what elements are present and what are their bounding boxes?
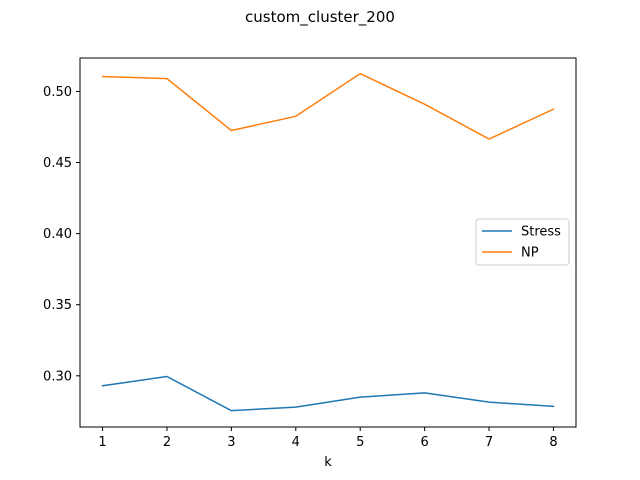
x-tick-label: 3: [227, 435, 235, 450]
y-tick-label: 0.35: [43, 298, 72, 313]
axis-ticks: 1 2 3 4 5 6 7 8 0.30 0.35 0.40 0.45 0.50: [43, 85, 558, 450]
x-axis-label: k: [324, 455, 332, 470]
y-tick-label: 0.45: [43, 156, 72, 171]
y-tick-label: 0.40: [43, 227, 72, 242]
x-tick-label: 4: [292, 435, 300, 450]
x-tick-label: 2: [163, 435, 171, 450]
plot-area: [101, 72, 555, 412]
legend-label-stress: Stress: [521, 225, 561, 240]
x-tick-label: 6: [420, 435, 428, 450]
x-tick-label: 7: [485, 435, 493, 450]
y-tick-label: 0.50: [43, 85, 72, 100]
x-tick-label: 8: [549, 435, 557, 450]
axes-frame: [79, 57, 577, 428]
y-tick-label: 0.30: [43, 369, 72, 384]
x-tick-label: 5: [356, 435, 364, 450]
series-line-stress: [101, 375, 555, 412]
legend: Stress NP: [475, 218, 570, 266]
x-tick-label: 1: [98, 435, 106, 450]
series-line-np: [101, 72, 555, 140]
legend-label-np: NP: [521, 246, 539, 261]
chart-title: custom_cluster_200: [245, 8, 395, 27]
